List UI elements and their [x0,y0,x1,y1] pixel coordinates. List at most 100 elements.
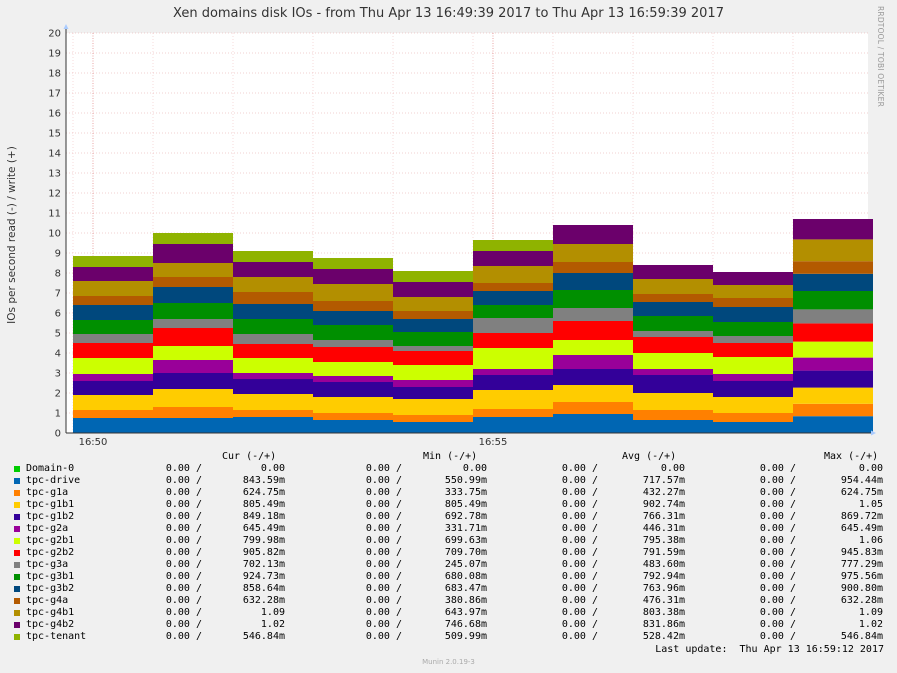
legend-avg-write: 446.31m [642,523,685,534]
area-segment [233,417,313,433]
legend-min-read: 0.00 / [365,511,402,522]
legend-name: tpc-g3b2 [26,583,75,594]
area-segment [553,308,633,321]
area-segment [633,369,713,375]
area-segment [313,325,393,340]
area-segment [793,273,873,291]
legend-max-write: 546.84m [840,631,883,642]
legend-avg-write: 483.60m [642,559,685,570]
area-segment [713,422,793,433]
header-min: Min (-/+) [423,451,478,462]
area-segment [233,344,313,358]
legend-swatch [14,526,20,532]
legend-min-write: 331.71m [444,523,487,534]
y-tick-label: 12 [48,189,61,200]
legend-max-read: 0.00 / [759,511,796,522]
area-segment [153,389,233,407]
legend-max-write: 1.09 [858,607,883,618]
legend-table: Cur (-/+) Min (-/+) Avg (-/+) Max (-/+) … [14,451,883,643]
header-max: Max (-/+) [824,451,879,462]
area-segment [313,362,393,376]
legend-cur-write: 924.73m [242,571,285,582]
area-segment [393,282,473,297]
area-segment [233,262,313,277]
y-tick-label: 0 [55,429,61,440]
area-segment [313,382,393,397]
area-segment [713,343,793,357]
area-segment [633,337,713,353]
y-tick-label: 15 [48,129,61,140]
legend-max-write: 624.75m [840,487,883,498]
legend-cur-write: 645.49m [242,523,285,534]
legend-swatch [14,514,20,520]
area-segment [473,369,553,375]
area-segment [793,403,873,417]
area-segment [233,319,313,334]
area-segment [73,281,153,296]
legend-avg-write: 792.94m [642,571,685,582]
legend-min-write: 709.70m [444,547,487,558]
legend-cur-write: 1.09 [260,607,285,618]
area-segment [73,358,153,374]
legend-max-read: 0.00 / [759,499,796,510]
y-tick-label: 19 [48,49,61,60]
legend-name: tpc-g3a [26,559,69,570]
legend-avg-write: 831.86m [642,619,685,630]
area-segment [553,225,633,244]
legend-avg-read: 0.00 / [561,571,598,582]
x-axis-ticks: 16:50 16:55 [79,437,508,448]
legend-cur-read: 0.00 / [165,631,202,642]
legend-swatch [14,574,20,580]
legend-min-write: 550.99m [444,475,487,486]
y-tick-label: 14 [48,149,61,160]
area-segment [713,374,793,381]
area-segment [73,343,153,358]
area-segment [313,301,393,311]
legend-cur-read: 0.00 / [165,487,202,498]
header-cur: Cur (-/+) [222,451,277,462]
legend-cur-write: 632.28m [242,595,285,606]
legend-row: tpc-g1a 0.00 / 624.75m 0.00 / 333.75m 0.00 / 4… [14,487,883,499]
area-segment [633,353,713,369]
legend-name: tpc-g3b1 [26,571,75,582]
y-tick-label: 18 [48,69,61,80]
area-segment [393,422,473,433]
legend-max-write: 645.49m [840,523,883,534]
y-tick-label: 9 [55,249,61,260]
legend-avg-read: 0.00 / [561,463,598,474]
area-segment [313,284,393,301]
legend-row: tpc-g2a 0.00 / 645.49m 0.00 / 331.71m 0.00 / 4… [14,523,883,535]
legend-max-write: 869.72m [840,511,883,522]
area-segment [633,302,713,316]
legend-max-write: 975.56m [840,571,883,582]
area-segment [473,409,553,417]
legend-avg-read: 0.00 / [561,511,598,522]
area-segment [73,418,153,433]
legend-row: tpc-g2b2 0.00 / 905.82m 0.00 / 709.70m 0.00 /… [14,547,883,559]
legend-min-read: 0.00 / [365,547,402,558]
area-segment [153,244,233,263]
area-segment [393,380,473,387]
chart-axes [63,24,876,436]
area-segment [153,360,233,373]
area-segment [153,418,233,433]
legend-max-read: 0.00 / [759,619,796,630]
legend-swatch [14,502,20,508]
area-segment [393,319,473,332]
area-segment [393,346,473,351]
area-segment [153,373,233,389]
legend-swatch [14,610,20,616]
legend-max-write: 632.28m [840,595,883,606]
legend-swatch [14,622,20,628]
legend-min-write: 0.00 [462,463,487,474]
legend-min-read: 0.00 / [365,535,402,546]
legend-avg-write: 766.31m [642,511,685,522]
legend-avg-write: 0.00 [660,463,685,474]
area-segment [713,307,793,322]
area-segment [713,397,793,413]
area-segment [633,279,713,294]
rrdtool-credit: RRDTOOL / TOBI OETIKER [876,6,885,107]
legend-max-write: 900.80m [840,583,883,594]
legend-swatch [14,538,20,544]
